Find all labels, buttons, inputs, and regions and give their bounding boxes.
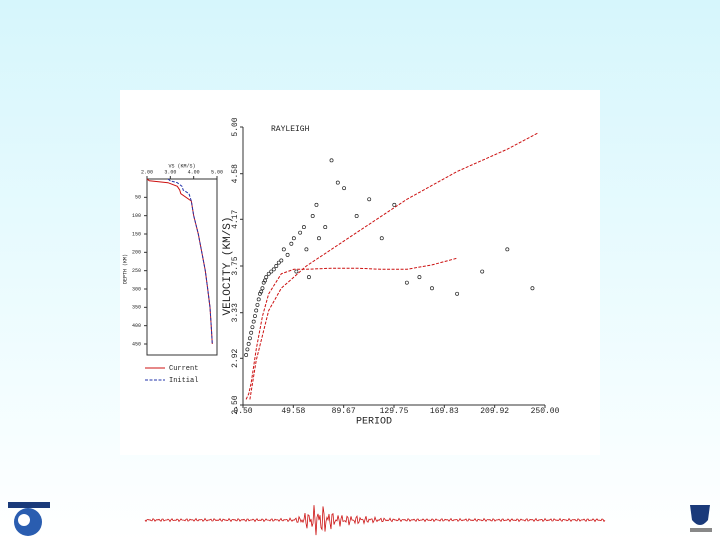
y-axis-label: VELOCITY (KM/S)	[222, 216, 234, 315]
data-point	[269, 269, 274, 274]
x-tick-label: 49.58	[281, 407, 305, 416]
data-point	[342, 186, 347, 191]
data-point	[480, 269, 485, 274]
data-point	[530, 286, 535, 291]
data-point	[404, 280, 409, 285]
data-point	[266, 271, 271, 276]
data-point	[379, 236, 384, 241]
x-tick-label: 9.50	[233, 407, 252, 416]
figure-panel	[120, 90, 600, 455]
y-tick-label: 4.58	[231, 164, 240, 183]
y-tick-label: 250	[132, 268, 141, 274]
y-tick-label: 450	[132, 341, 141, 347]
data-point	[298, 230, 303, 235]
plot-frame	[146, 178, 218, 356]
x-tick-label: 169.83	[430, 407, 459, 416]
y-tick-label: 100	[132, 213, 141, 219]
data-point	[430, 286, 434, 291]
data-point	[245, 347, 250, 352]
y-tick-label: 3.75	[231, 256, 240, 275]
data-point	[274, 264, 279, 268]
data-point	[505, 247, 510, 252]
data-point	[247, 336, 252, 341]
data-point	[285, 252, 290, 257]
data-point	[304, 247, 309, 252]
data-point	[392, 202, 397, 207]
data-point	[281, 247, 286, 252]
data-point	[329, 158, 334, 163]
x-tick-label: 129.75	[380, 407, 409, 416]
data-point	[354, 214, 359, 218]
data-point	[455, 291, 460, 296]
data-point	[279, 258, 284, 263]
data-line	[249, 132, 539, 400]
y-tick-label: 5.00	[231, 117, 240, 136]
legend-label: Initial	[169, 377, 198, 385]
data-point	[251, 319, 256, 324]
data-line	[167, 178, 213, 345]
seismogram-decoration	[144, 505, 606, 536]
data-point	[264, 275, 269, 280]
data-point	[246, 341, 251, 346]
x-tick-label: 4.00	[188, 169, 200, 175]
x-tick-label: 5.00	[211, 169, 223, 175]
legend-label: Current	[169, 365, 198, 373]
y-tick-label: 400	[132, 323, 141, 329]
data-point	[276, 260, 281, 265]
logo-right	[690, 505, 712, 532]
y-tick-label: 200	[132, 250, 141, 256]
data-line	[245, 257, 458, 400]
data-point	[291, 236, 296, 241]
data-point	[294, 269, 299, 274]
data-point	[249, 330, 254, 335]
data-point	[367, 197, 372, 202]
y-tick-label: 2.92	[231, 348, 240, 367]
data-point	[260, 286, 265, 291]
data-point	[244, 353, 249, 357]
data-point	[255, 302, 260, 307]
y-tick-label: 150	[132, 231, 141, 237]
data-point	[254, 308, 259, 313]
chart-title: RAYLEIGH	[271, 125, 310, 134]
data-point	[263, 278, 267, 283]
data-point	[306, 275, 311, 280]
x-axis-label: PERIOD	[356, 417, 392, 428]
x-tick-label: 2.00	[141, 169, 153, 175]
data-point	[314, 202, 319, 207]
y-tick-label: 350	[132, 305, 141, 311]
x-tick-label: 250.00	[531, 407, 560, 416]
y-tick-label: 50	[135, 195, 141, 201]
x-tick-label: 3.00	[164, 169, 176, 175]
data-point	[317, 236, 321, 241]
y-tick-label: 2.50	[231, 395, 240, 414]
data-point	[301, 225, 306, 230]
x-axis-label: VS (KM/S)	[168, 163, 195, 169]
data-point	[335, 180, 340, 185]
data-point	[252, 314, 257, 318]
y-tick-label: 3.33	[231, 303, 240, 322]
y-tick-label: 4.17	[231, 209, 240, 228]
data-point	[259, 289, 264, 294]
y-axis-label: DEPTH (KM)	[122, 254, 128, 284]
data-point	[323, 225, 328, 230]
x-tick-label: 209.92	[480, 407, 509, 416]
x-tick-label: 89.67	[332, 407, 356, 416]
y-tick-label: 300	[132, 286, 141, 292]
data-point	[289, 241, 294, 246]
logo-left	[8, 502, 50, 536]
data-point	[310, 214, 315, 218]
data-point	[250, 325, 255, 330]
data-point	[271, 267, 276, 272]
data-point	[256, 297, 261, 302]
data-point	[417, 275, 422, 280]
